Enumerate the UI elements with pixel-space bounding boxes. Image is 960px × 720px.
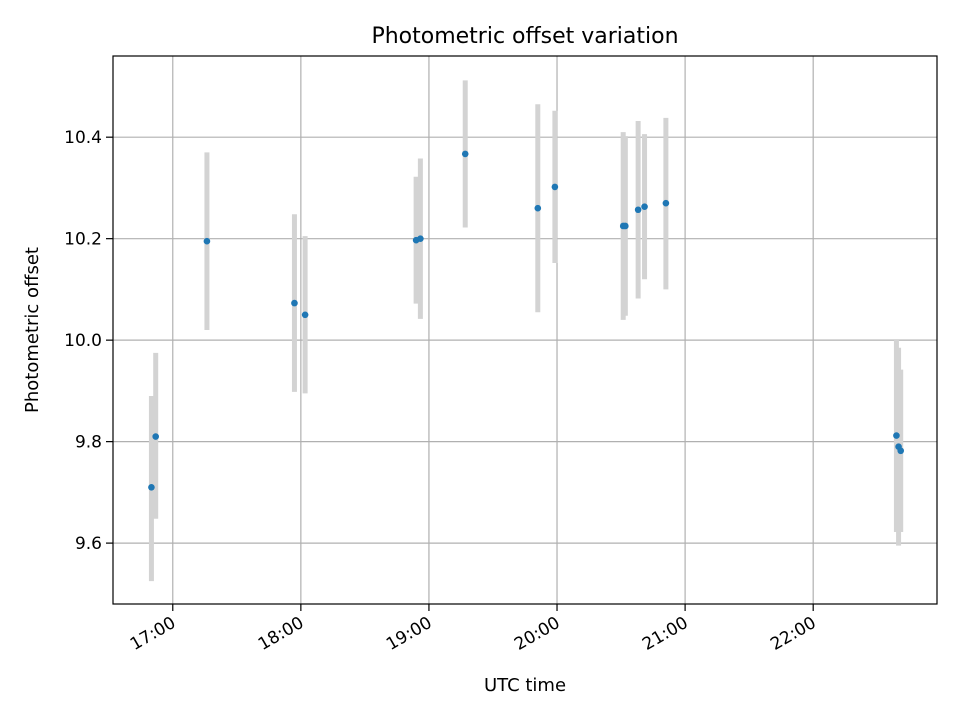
chart-title: Photometric offset variation [371,24,678,49]
data-point [461,150,469,158]
data-point [662,199,670,207]
y-tick-label: 10.4 [64,128,102,148]
data-point [417,235,424,242]
y-axis-label: Photometric offset [22,247,43,413]
data-points [148,150,905,491]
data-point [534,204,542,212]
plot-frame [112,55,938,605]
y-tick-label: 9.8 [75,433,102,453]
data-point [291,299,298,307]
y-axis: 9.6 9.8 10.0 10.2 10.4 [64,128,113,554]
data-point [148,483,155,491]
grid [113,56,937,604]
y-tick-label: 9.6 [75,534,102,554]
data-point [301,311,309,319]
data-point [152,433,159,440]
x-axis-label: UTC time [484,675,566,696]
data-point [203,237,211,245]
data-point [634,206,642,214]
data-point [622,222,629,230]
y-tick-label: 10.0 [64,331,102,351]
data-point [893,432,900,439]
data-point [641,203,648,210]
data-point [551,183,559,191]
data-point [897,447,905,455]
y-tick-label: 10.2 [64,230,102,250]
